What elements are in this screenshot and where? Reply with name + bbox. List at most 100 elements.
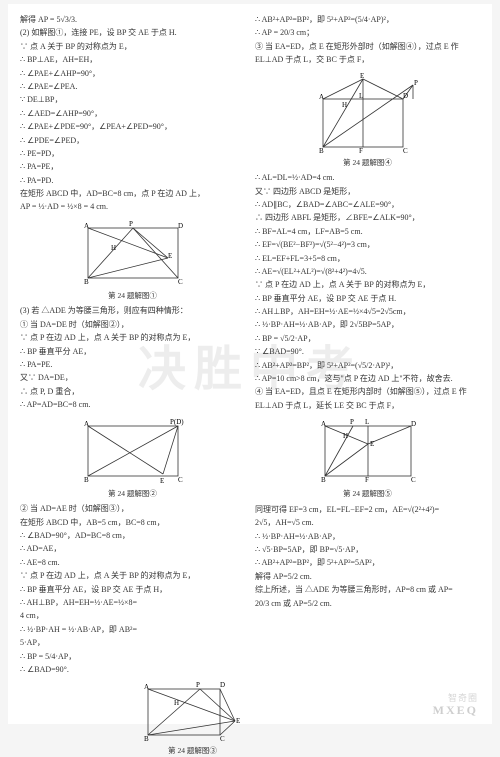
svg-text:B: B: [84, 278, 89, 286]
text-line: ∴ AH⊥BP，AH=EH=½·AE=½×4√5=2√5cm，: [255, 306, 480, 318]
svg-text:H: H: [174, 699, 179, 707]
text-line: ∴ ½·BP·AH=½·AB·AP，即 2√5BP=5AP，: [255, 319, 480, 331]
text-line: 又∵ 四边形 ABCD 是矩形，: [255, 186, 480, 198]
text-line: 在矩形 ABCD 中，AB=5 cm，BC=8 cm，: [20, 517, 245, 529]
figure-3: A P D B C H E 第 24 题解图③: [140, 681, 245, 757]
text-line: 4 cm，: [20, 610, 245, 622]
text-line: 同理可得 EF=3 cm，EL=FL−EF=2 cm，AE=√(2²+4²)=: [255, 504, 480, 516]
left-block-c: ② 当 AD=AE 时（如解图③）， 在矩形 ABCD 中，AB=5 cm，BC=…: [20, 503, 245, 676]
svg-text:E: E: [370, 440, 374, 448]
svg-text:P(D): P(D): [170, 418, 184, 426]
text-line: ∴ ½·BP·AH = ½·AB·AP，即 AB²=: [20, 624, 245, 636]
svg-text:E: E: [160, 477, 164, 485]
svg-text:E: E: [360, 72, 364, 80]
text-line: ∴ ∠PAE+∠AHP=90°，: [20, 68, 245, 80]
right-block-b: ∴ AL=DL=½·AD=4 cm. 又∵ 四边形 ABCD 是矩形，∴ AD∥B…: [255, 172, 480, 412]
figure-2: A P(D) B C E 第 24 题解图②: [20, 416, 245, 500]
text-line: ∴ BP 垂直平分 AE，设 BP 交 AE 于点 H，: [20, 584, 245, 596]
text-line: ∴ ½·BP·AH=½·AB·AP，: [255, 531, 480, 543]
text-line: 5·AP，: [20, 637, 245, 649]
text-line: 20/3 cm 或 AP=5/2 cm.: [255, 598, 480, 610]
svg-text:B: B: [144, 735, 149, 743]
text-line: ∵ 点 P 在边 AD 上，点 A 关于 BP 的对称点为 E，: [255, 279, 480, 291]
text-line: ∴ AB²+AP²=BP²，即 5²+AP²=(√5/2·AP)²，: [255, 360, 480, 372]
left-block-b: (3) 若 △ADE 为等腰三角形，则应有四种情形：① 当 DA=DE 时（如解…: [20, 305, 245, 411]
svg-text:F: F: [359, 147, 363, 155]
text-line: ∴ AP=10 cm>8 cm，这与"点 P 在边 AD 上"不符，故舍去.: [255, 373, 480, 385]
text-line: ∴ AL=DL=½·AD=4 cm.: [255, 172, 480, 184]
svg-text:B: B: [321, 476, 326, 484]
text-line: ∴ AD∥BC，∠BAD=∠ABC=∠ALE=90°，: [255, 199, 480, 211]
svg-text:E: E: [236, 717, 240, 725]
text-line: ∴ BP⊥AE，AH=EH，: [20, 54, 245, 66]
text-line: ∴ EF=√(BE²−BF²)=√(5²−4²)=3 cm，: [255, 239, 480, 251]
svg-text:B: B: [319, 147, 324, 155]
text-line: ∴ ∠PDE=∠PED，: [20, 135, 245, 147]
right-block-a: ∴ AB²+AP²=BP²，即 5²+AP²=(5/4·AP)²，∴ AP = …: [255, 14, 480, 67]
text-line: ∵ ∠BAD=90°.: [255, 346, 480, 358]
svg-text:L: L: [359, 92, 363, 100]
figure-2-caption: 第 24 题解图②: [20, 488, 245, 500]
text-line: ∴ 点 P, D 重合，: [20, 386, 245, 398]
text-line: ② 当 AD=AE 时（如解图③），: [20, 503, 245, 515]
svg-text:A: A: [84, 222, 89, 230]
text-line: ∴ EL=EF+FL=3+5=8 cm，: [255, 253, 480, 265]
svg-text:F: F: [365, 476, 369, 484]
svg-text:A: A: [84, 420, 89, 428]
figure-1-caption: 第 24 题解图①: [20, 290, 245, 302]
svg-text:P: P: [350, 418, 354, 426]
figure-4: A L D P E H B F C 第 24 题解图④: [255, 71, 480, 169]
text-line: ∴ AE=8 cm.: [20, 557, 245, 569]
svg-text:H: H: [342, 101, 347, 109]
text-line: ∴ ∠BAD=90°，AD=BC=8 cm，: [20, 530, 245, 542]
text-line: ∴ AB²+AP²=BP²，即 5²+AP²=(5/4·AP)²，: [255, 14, 480, 26]
right-column: ∴ AB²+AP²=BP²，即 5²+AP²=(5/4·AP)²，∴ AP = …: [255, 14, 480, 714]
figure-3-svg: A P D B C H E: [140, 681, 245, 743]
text-line: (2) 如解图①，连接 PE，设 BP 交 AE 于点 H.: [20, 27, 245, 39]
text-line: ∴ PA=PE，: [20, 161, 245, 173]
figure-2-svg: A P(D) B C E: [78, 416, 188, 486]
svg-text:P: P: [196, 681, 200, 689]
svg-text:D: D: [411, 420, 416, 428]
svg-text:C: C: [411, 476, 416, 484]
svg-text:A: A: [144, 683, 149, 691]
svg-text:C: C: [178, 278, 183, 286]
text-line: ∴ ∠PAE=∠PEA.: [20, 81, 245, 93]
text-line: ∴ BP 垂直平分 AE，: [20, 346, 245, 358]
text-line: EL⊥AD 于点 L，延长 LE 交 BC 于点 F，: [255, 400, 480, 412]
text-line: ∵ 点 P 在边 AD 上，点 A 关于 BP 的对称点为 E，: [20, 332, 245, 344]
svg-text:H: H: [111, 244, 116, 252]
text-line: ∴ PA=PE.: [20, 359, 245, 371]
svg-text:D: D: [178, 222, 183, 230]
figure-4-svg: A L D P E H B F C: [308, 71, 428, 155]
text-line: 又∵ DA=DE，: [20, 372, 245, 384]
svg-text:B: B: [84, 476, 89, 484]
source-mark: MXEQ: [433, 703, 478, 718]
text-line: ∵ 点 P 在边 AD 上，点 A 关于 BP 的对称点为 E，: [20, 570, 245, 582]
text-line: 解得 AP = 5√3/3.: [20, 14, 245, 26]
svg-text:D: D: [220, 681, 225, 689]
svg-text:C: C: [178, 476, 183, 484]
svg-text:L: L: [365, 418, 369, 426]
svg-text:C: C: [403, 147, 408, 155]
text-line: (3) 若 △ADE 为等腰三角形，则应有四种情形：: [20, 305, 245, 317]
figure-1-svg: A P D B C H E: [78, 218, 188, 288]
text-line: ∴ AP = 20/3 cm；: [255, 27, 480, 39]
text-line: ④ 当 EA=ED，且点 E 在矩形内部时（如解图⑤），过点 E 作: [255, 386, 480, 398]
text-line: ∴ AB²+AP²=BP²，即 5²+AP²=5AP²，: [255, 557, 480, 569]
figure-5: A P L D H E B F C 第 24 题解图⑤: [255, 416, 480, 500]
svg-text:A: A: [319, 93, 324, 101]
text-line: ∴ BF=AL=4 cm，LF=AB=5 cm.: [255, 226, 480, 238]
left-block-a: 解得 AP = 5√3/3.(2) 如解图①，连接 PE，设 BP 交 AE 于…: [20, 14, 245, 214]
text-line: ∴ ∠BAD=90°.: [20, 664, 245, 676]
figure-4-caption: 第 24 题解图④: [255, 157, 480, 169]
svg-text:C: C: [220, 735, 225, 743]
figure-1: A P D B C H E 第 24 题解图①: [20, 218, 245, 302]
text-line: ∴ AP=AD=BC=8 cm.: [20, 399, 245, 411]
svg-text:A: A: [321, 420, 326, 428]
svg-text:D: D: [403, 92, 408, 100]
text-line: ∴ PA=PD.: [20, 175, 245, 187]
text-line: ∴ 四边形 ABFL 是矩形，∠BFE=∠ALK=90°，: [255, 212, 480, 224]
right-block-c: 同理可得 EF=3 cm，EL=FL−EF=2 cm，AE=√(2²+4²)= 2…: [255, 504, 480, 610]
text-line: EL⊥AD 于点 L，交 BC 于点 F，: [255, 54, 480, 66]
